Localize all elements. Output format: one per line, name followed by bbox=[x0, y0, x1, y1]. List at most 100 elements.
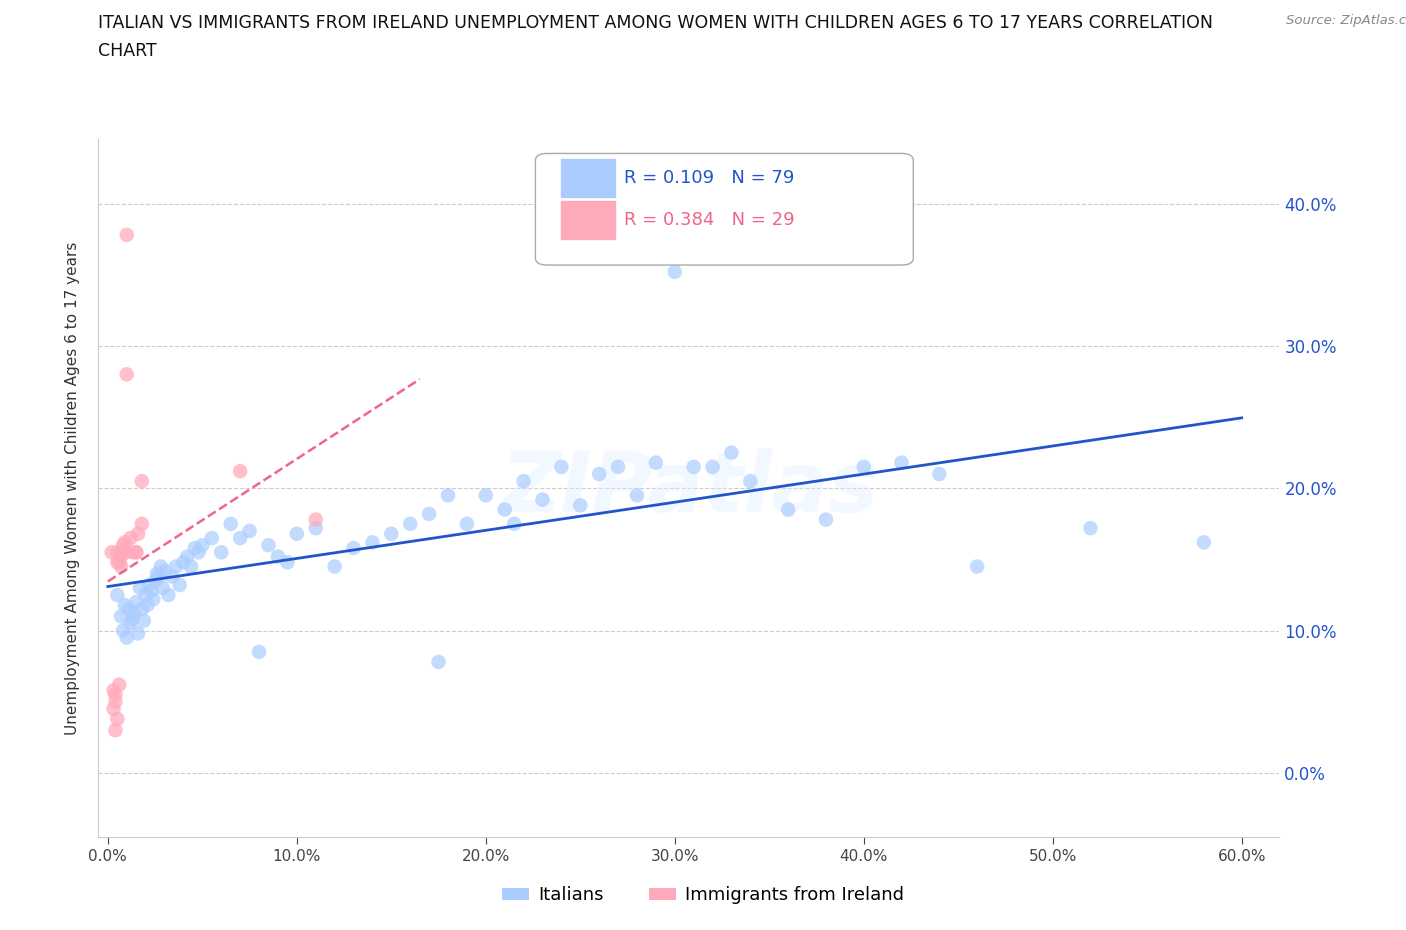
Point bbox=[105, 545, 128, 560]
Point bbox=[131, 516, 153, 531]
Point bbox=[129, 580, 152, 595]
Point bbox=[682, 459, 704, 474]
Point bbox=[323, 559, 346, 574]
Point bbox=[187, 545, 209, 560]
Point bbox=[152, 580, 174, 595]
Point bbox=[114, 545, 136, 560]
Point bbox=[118, 602, 141, 617]
Point bbox=[111, 545, 134, 560]
Point bbox=[110, 559, 132, 574]
Bar bbox=[561, 159, 614, 197]
Point bbox=[172, 555, 194, 570]
Text: ZIPatlas: ZIPatlas bbox=[501, 447, 877, 529]
Point bbox=[114, 535, 136, 550]
Text: ITALIAN VS IMMIGRANTS FROM IRELAND UNEMPLOYMENT AMONG WOMEN WITH CHILDREN AGES 6: ITALIAN VS IMMIGRANTS FROM IRELAND UNEMP… bbox=[98, 14, 1213, 32]
Point bbox=[247, 644, 270, 659]
Point bbox=[503, 516, 526, 531]
Point bbox=[814, 512, 837, 527]
Point bbox=[136, 598, 159, 613]
Point bbox=[105, 555, 128, 570]
Point bbox=[157, 588, 180, 603]
Text: CHART: CHART bbox=[98, 42, 157, 60]
Point bbox=[209, 545, 232, 560]
Point bbox=[131, 473, 153, 488]
Point bbox=[1080, 521, 1102, 536]
Point bbox=[153, 564, 176, 578]
Point bbox=[146, 566, 169, 581]
Point bbox=[180, 559, 202, 574]
Point bbox=[111, 538, 134, 552]
Text: R = 0.384   N = 29: R = 0.384 N = 29 bbox=[624, 211, 794, 229]
Point bbox=[184, 540, 207, 555]
Point bbox=[928, 467, 950, 482]
Point bbox=[418, 507, 440, 522]
Legend: Italians, Immigrants from Ireland: Italians, Immigrants from Ireland bbox=[495, 879, 911, 911]
Point bbox=[121, 612, 143, 627]
Point bbox=[588, 467, 610, 482]
Point bbox=[127, 626, 149, 641]
Point bbox=[219, 516, 242, 531]
Y-axis label: Unemployment Among Women with Children Ages 6 to 17 years: Unemployment Among Women with Children A… bbox=[65, 242, 80, 735]
Point bbox=[229, 531, 252, 546]
Point bbox=[475, 488, 498, 503]
Point bbox=[103, 701, 125, 716]
Point bbox=[778, 502, 800, 517]
Point bbox=[239, 524, 262, 538]
Point bbox=[148, 569, 170, 584]
Point bbox=[110, 545, 132, 560]
Point bbox=[257, 538, 280, 552]
Point bbox=[229, 464, 252, 479]
Point bbox=[105, 711, 128, 726]
Point bbox=[1192, 535, 1215, 550]
Point bbox=[740, 473, 762, 488]
Point bbox=[100, 545, 122, 560]
Point bbox=[427, 655, 450, 670]
Point bbox=[124, 606, 146, 621]
FancyBboxPatch shape bbox=[536, 153, 914, 265]
Point bbox=[569, 498, 592, 512]
Point bbox=[852, 459, 875, 474]
Point bbox=[125, 594, 148, 609]
Point bbox=[110, 609, 132, 624]
Point bbox=[108, 555, 131, 570]
Point bbox=[494, 502, 516, 517]
Bar bbox=[561, 201, 614, 239]
Point bbox=[890, 455, 912, 470]
Point bbox=[115, 228, 138, 243]
Point bbox=[437, 488, 460, 503]
Point bbox=[644, 455, 666, 470]
Point bbox=[120, 531, 142, 546]
Text: R = 0.109   N = 79: R = 0.109 N = 79 bbox=[624, 169, 794, 187]
Point bbox=[201, 531, 224, 546]
Point bbox=[531, 492, 554, 507]
Point bbox=[141, 583, 163, 598]
Point bbox=[165, 559, 187, 574]
Point bbox=[108, 677, 131, 692]
Point bbox=[104, 695, 127, 710]
Point bbox=[103, 683, 125, 698]
Point bbox=[135, 588, 157, 603]
Point bbox=[114, 598, 136, 613]
Point bbox=[720, 445, 742, 460]
Point bbox=[285, 526, 308, 541]
Point bbox=[143, 573, 166, 588]
Point bbox=[664, 264, 686, 279]
Point bbox=[380, 526, 402, 541]
Point bbox=[115, 367, 138, 382]
Point bbox=[138, 578, 160, 592]
Point bbox=[176, 549, 198, 564]
Point bbox=[160, 569, 183, 584]
Point bbox=[125, 545, 148, 560]
Point bbox=[305, 512, 328, 527]
Point bbox=[125, 545, 148, 560]
Point bbox=[966, 559, 988, 574]
Point bbox=[121, 545, 143, 560]
Point bbox=[149, 559, 172, 574]
Point bbox=[626, 488, 648, 503]
Point bbox=[142, 591, 165, 606]
Point bbox=[104, 723, 127, 737]
Point bbox=[550, 459, 572, 474]
Point bbox=[110, 549, 132, 564]
Point bbox=[115, 631, 138, 645]
Point bbox=[456, 516, 478, 531]
